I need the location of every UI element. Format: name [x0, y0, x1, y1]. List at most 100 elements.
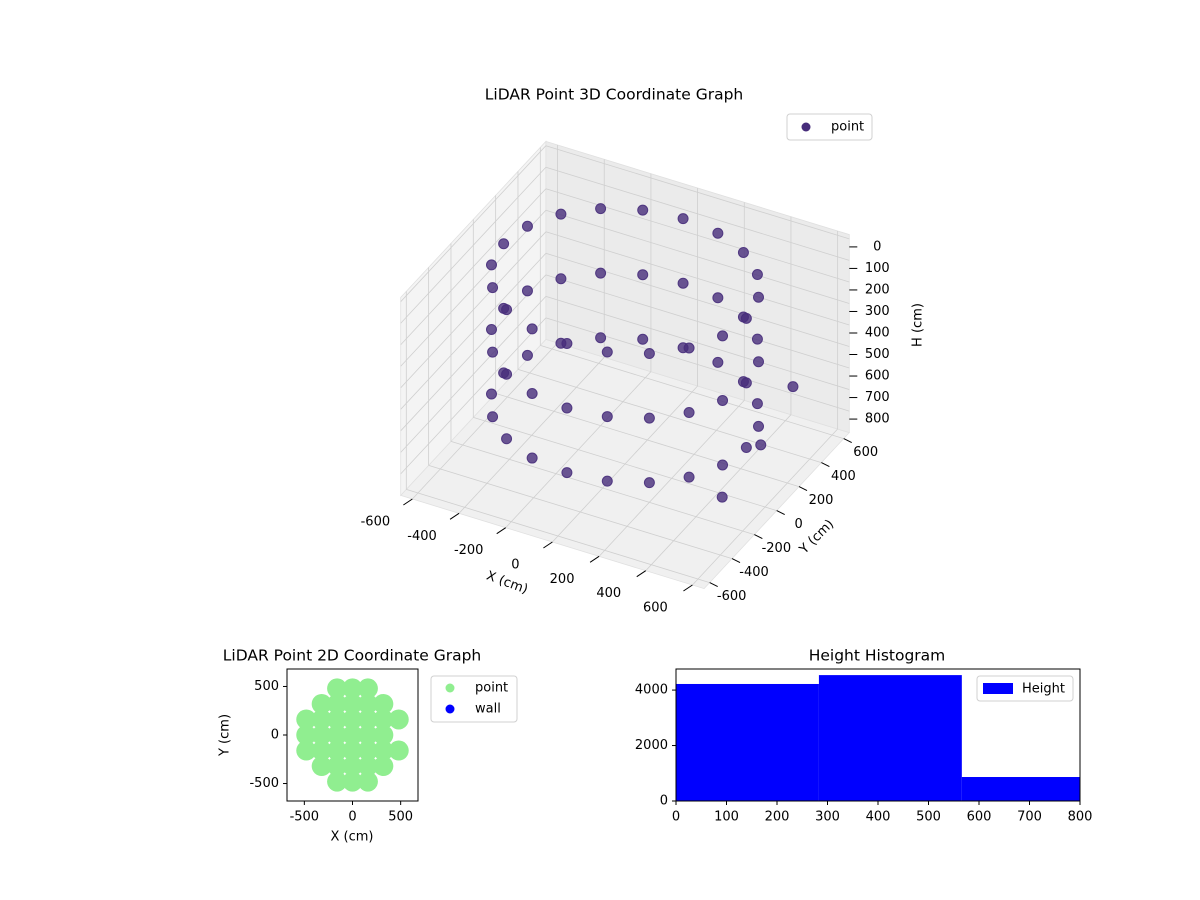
x-tick-label: 600 — [967, 810, 992, 825]
z-tick-label: 300 — [865, 304, 890, 319]
data-point — [388, 709, 409, 730]
z-tick-label: 800 — [865, 412, 890, 427]
x-tick-label: 600 — [643, 601, 668, 616]
grid-line — [400, 231, 547, 389]
grid-line — [428, 465, 733, 559]
x-tick-label: 300 — [815, 810, 840, 825]
data-point — [601, 346, 613, 358]
tick-mark — [403, 498, 413, 506]
x-tick-label: 200 — [765, 810, 790, 825]
data-point — [561, 337, 573, 349]
data-point — [521, 285, 533, 297]
data-point — [787, 381, 799, 393]
legend-box — [430, 675, 518, 723]
data-point — [357, 771, 378, 792]
grid-line — [545, 145, 850, 240]
grid-line — [400, 209, 547, 367]
data-point — [683, 407, 695, 419]
z-tick-label: 400 — [865, 325, 890, 340]
data-point — [342, 693, 363, 714]
data-point — [601, 475, 613, 487]
x-tick-label: 100 — [714, 810, 739, 825]
y-tick-label: -400 — [739, 565, 769, 580]
data-point — [595, 203, 607, 215]
grid-line — [545, 209, 850, 304]
data-point — [357, 709, 378, 730]
data-point — [388, 740, 409, 761]
data-point — [311, 740, 332, 761]
tick-mark — [449, 512, 460, 520]
chart-title: LiDAR Point 2D Coordinate Graph — [223, 647, 481, 665]
grid-line — [400, 317, 547, 475]
data-point — [737, 246, 749, 258]
legend-box — [786, 113, 873, 141]
data-point — [311, 756, 332, 777]
data-point — [526, 387, 538, 399]
data-point — [526, 323, 538, 335]
data-point — [357, 678, 378, 699]
data-point — [487, 411, 499, 423]
data-point — [677, 213, 689, 225]
data-point — [643, 348, 655, 360]
y-tick-label: 0 — [795, 517, 803, 532]
data-point — [595, 267, 607, 279]
data-point — [716, 491, 728, 503]
data-point — [561, 402, 573, 414]
grid-line — [545, 166, 850, 261]
data-point — [373, 693, 394, 714]
z-tick-label: 0 — [873, 239, 881, 254]
y-tick-label: -500 — [249, 776, 279, 791]
data-point — [373, 740, 394, 761]
grid-line — [495, 393, 800, 487]
data-point — [501, 304, 513, 316]
data-point — [357, 725, 378, 745]
chart-title: LiDAR Point 3D Coordinate Graph — [485, 86, 743, 104]
data-point — [595, 332, 607, 344]
data-point — [342, 771, 363, 792]
data-point — [327, 678, 348, 699]
x-tick-label: 500 — [388, 810, 413, 825]
tick-mark — [683, 584, 693, 592]
y-tick-label: 500 — [254, 679, 279, 694]
data-point — [485, 323, 497, 335]
data-point — [311, 693, 332, 714]
histogram-bar — [676, 683, 819, 801]
legend-marker — [445, 704, 455, 714]
x-tick-label: 500 — [916, 810, 941, 825]
data-point — [643, 477, 655, 489]
z-tick-label: 600 — [865, 369, 890, 384]
x-tick-label: 400 — [596, 586, 621, 601]
y-tick-label: 400 — [831, 469, 856, 484]
data-point — [342, 756, 363, 777]
data-point — [740, 441, 752, 453]
y-tick-label: -200 — [762, 541, 792, 556]
data-point — [327, 725, 348, 745]
data-point — [311, 725, 332, 745]
data-point — [637, 204, 649, 216]
grid-line — [540, 345, 844, 439]
data-point — [501, 368, 513, 380]
data-point — [717, 394, 729, 406]
histogram-bar — [818, 675, 962, 801]
data-point — [521, 220, 533, 232]
data-point — [373, 725, 394, 745]
data-point — [485, 388, 497, 400]
grid-line — [545, 252, 850, 347]
z-tick-label: 500 — [865, 347, 890, 362]
x-tick-label: 0 — [672, 810, 680, 825]
y-tick-label: 2000 — [635, 738, 668, 753]
tick-mark — [843, 438, 852, 444]
z-axis-label: H (cm) — [911, 303, 926, 347]
tick-mark — [709, 582, 718, 588]
data-point — [683, 342, 695, 354]
grid-line — [450, 441, 755, 535]
data-point — [501, 433, 513, 445]
legend-patch — [983, 683, 1013, 694]
data-point — [327, 693, 348, 714]
data-point — [342, 678, 363, 699]
data-point — [712, 292, 724, 304]
data-point — [485, 259, 497, 271]
legend-marker — [445, 683, 455, 693]
tick-mark — [636, 570, 647, 578]
data-point — [342, 709, 363, 730]
